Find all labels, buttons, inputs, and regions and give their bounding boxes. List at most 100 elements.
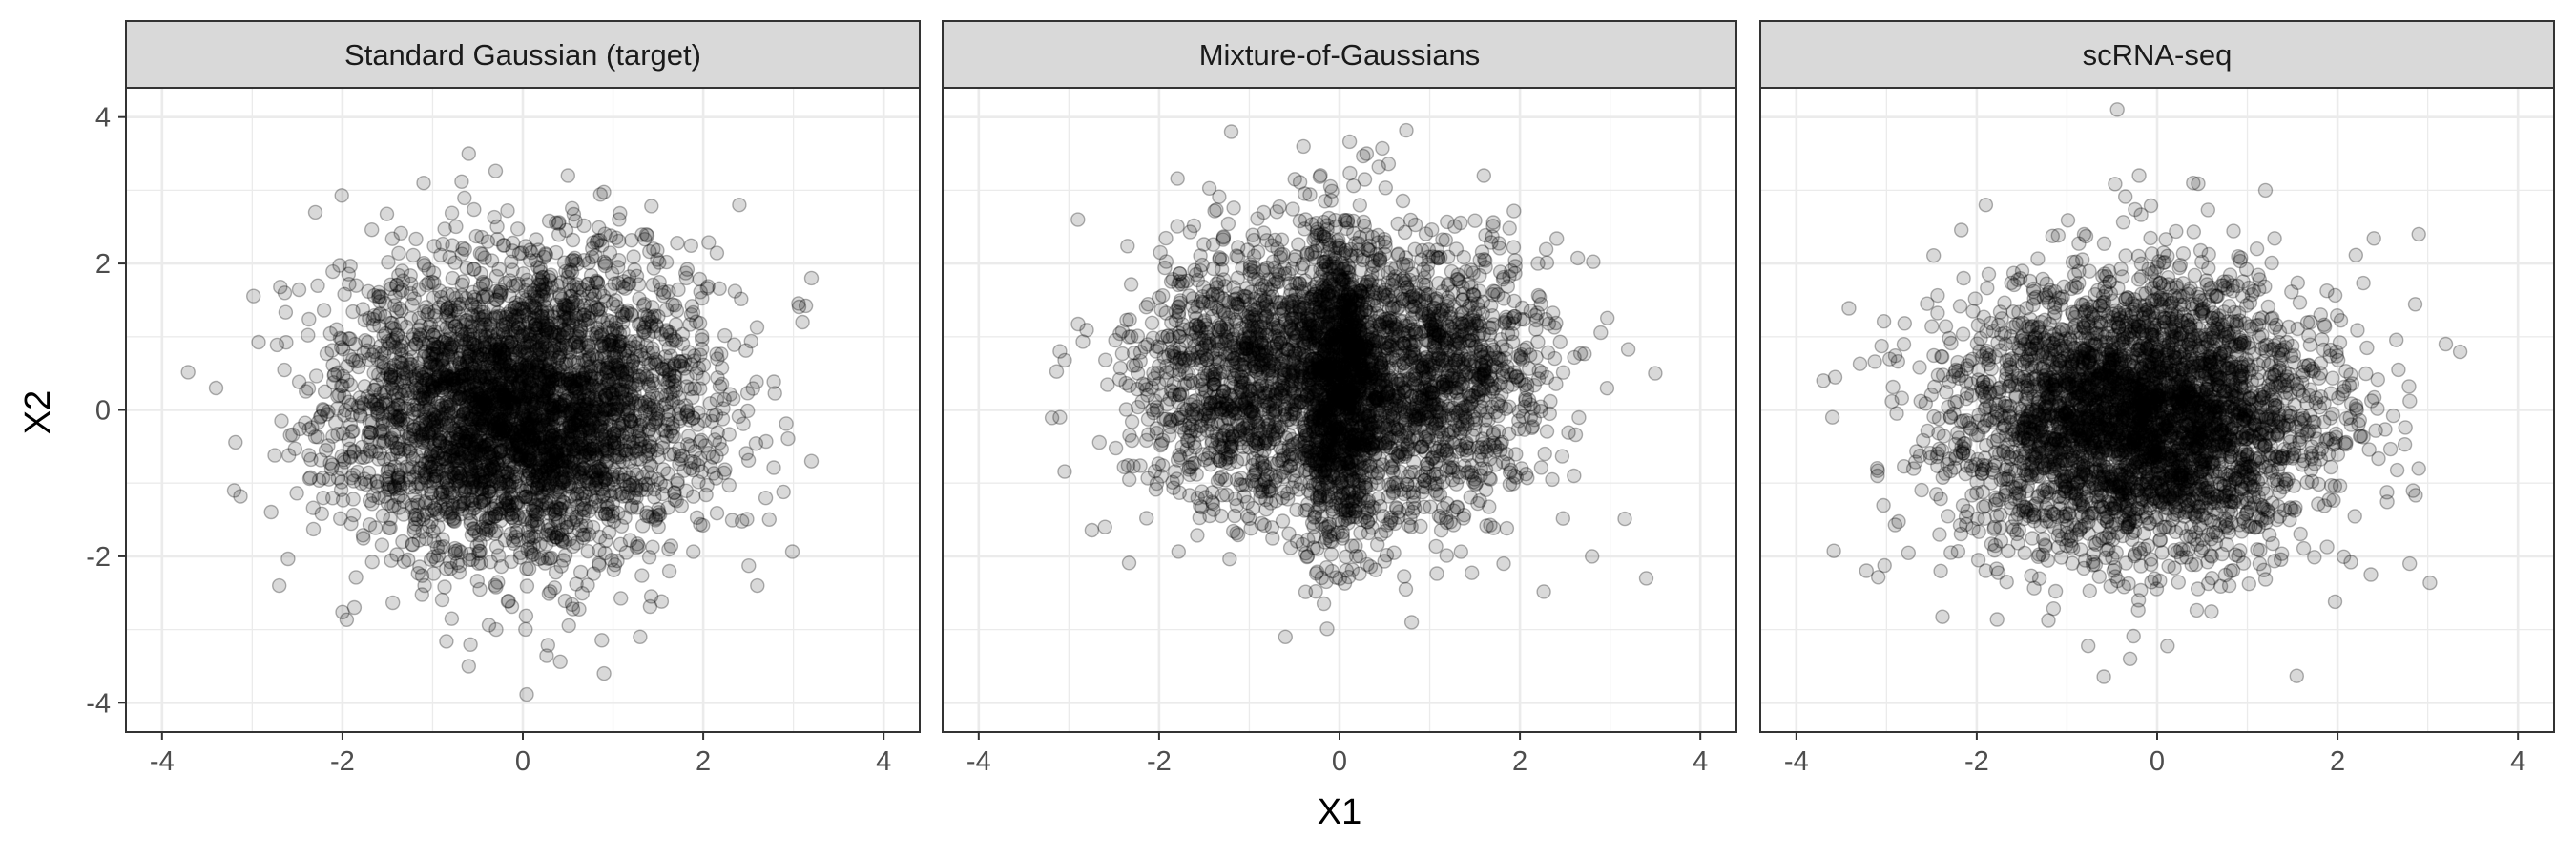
data-point xyxy=(474,246,489,262)
data-point xyxy=(766,374,781,389)
data-point xyxy=(543,458,558,473)
data-point xyxy=(436,367,451,383)
data-point xyxy=(498,316,513,332)
data-point xyxy=(482,472,497,489)
data-point xyxy=(402,364,418,379)
data-point xyxy=(462,357,477,372)
data-point xyxy=(459,333,474,349)
data-point xyxy=(357,312,372,328)
data-point xyxy=(364,221,380,238)
data-point xyxy=(345,507,362,523)
data-point xyxy=(660,374,675,389)
data-point xyxy=(445,270,460,286)
data-point xyxy=(579,416,595,431)
data-point xyxy=(648,415,663,430)
data-point xyxy=(748,436,764,451)
data-point xyxy=(566,354,582,369)
data-point xyxy=(493,430,509,445)
data-point xyxy=(611,408,626,423)
data-point xyxy=(489,388,505,403)
data-point xyxy=(570,487,585,502)
data-point xyxy=(355,528,371,543)
data-point xyxy=(399,459,414,474)
data-point xyxy=(377,385,392,400)
data-point xyxy=(483,489,499,504)
data-point xyxy=(582,390,598,407)
data-point xyxy=(436,351,452,367)
data-point xyxy=(462,464,477,480)
data-point xyxy=(534,283,551,299)
data-point xyxy=(322,471,337,487)
data-point xyxy=(452,356,467,371)
data-point xyxy=(524,391,539,407)
data-point xyxy=(463,395,479,410)
data-point xyxy=(361,465,377,480)
data-point xyxy=(487,361,503,376)
data-point xyxy=(527,311,542,327)
data-point xyxy=(453,404,468,419)
data-point xyxy=(395,534,410,550)
data-point xyxy=(476,497,492,513)
data-point xyxy=(515,327,531,343)
data-point xyxy=(467,476,483,492)
data-point xyxy=(388,385,404,401)
data-point xyxy=(560,269,575,285)
data-point xyxy=(512,550,529,565)
data-point xyxy=(528,326,544,342)
data-point xyxy=(510,375,526,391)
data-point xyxy=(485,409,500,425)
data-point xyxy=(410,356,426,371)
data-point xyxy=(435,532,450,547)
data-point xyxy=(483,316,498,332)
data-point xyxy=(526,445,541,460)
data-point xyxy=(423,355,439,370)
data-point xyxy=(633,369,648,385)
data-point xyxy=(779,416,794,431)
data-point xyxy=(564,253,579,269)
data-point xyxy=(469,574,485,589)
data-point xyxy=(623,306,639,322)
data-point xyxy=(408,231,424,247)
data-point xyxy=(739,512,755,527)
data-point xyxy=(656,371,672,387)
data-point xyxy=(337,286,352,302)
data-point xyxy=(600,506,616,522)
data-point xyxy=(461,390,477,407)
data-point xyxy=(339,612,355,627)
data-point xyxy=(468,441,484,457)
data-point xyxy=(495,324,511,339)
data-point xyxy=(547,580,562,596)
data-point xyxy=(740,452,757,468)
data-point xyxy=(561,453,576,470)
data-point xyxy=(574,462,591,477)
data-point xyxy=(439,634,454,649)
data-point xyxy=(648,511,664,526)
x-tick-label: -4 xyxy=(150,746,175,777)
data-point xyxy=(634,478,650,493)
x-tick-label: -2 xyxy=(330,746,355,777)
data-point xyxy=(758,491,774,506)
data-point xyxy=(611,340,626,355)
data-point xyxy=(511,510,527,526)
data-point xyxy=(443,342,459,357)
data-point xyxy=(424,486,440,501)
data-point xyxy=(457,337,473,352)
data-point xyxy=(475,289,491,305)
data-point xyxy=(435,450,451,467)
data-point xyxy=(631,277,647,292)
data-point xyxy=(440,301,455,316)
data-point xyxy=(493,479,509,494)
data-point xyxy=(543,441,558,457)
data-point xyxy=(318,443,334,458)
data-point xyxy=(579,397,594,412)
data-point xyxy=(483,357,499,372)
data-point xyxy=(461,659,476,674)
data-point xyxy=(531,370,547,386)
data-point xyxy=(477,393,492,409)
data-point xyxy=(1402,212,1419,228)
data-point xyxy=(291,282,307,298)
data-point xyxy=(614,365,630,380)
data-point xyxy=(466,262,481,277)
data-point xyxy=(325,357,341,373)
data-point xyxy=(561,618,576,634)
